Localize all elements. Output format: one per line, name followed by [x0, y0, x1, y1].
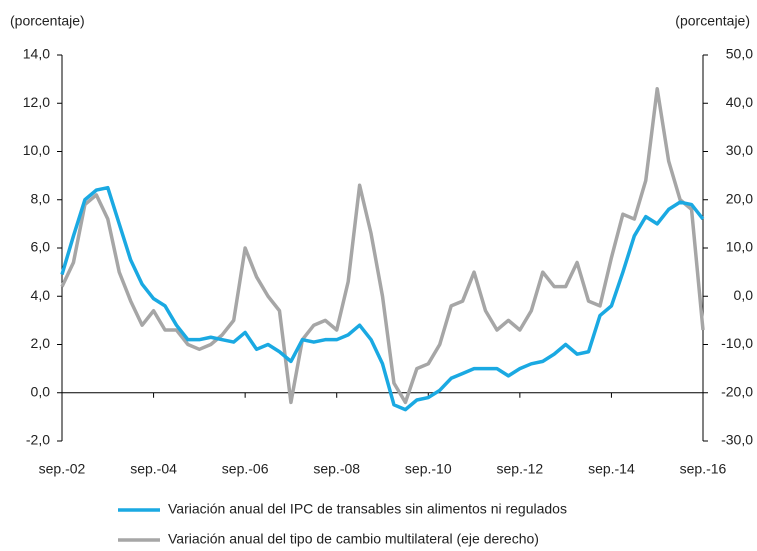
- y-tick-label: 2,0: [31, 335, 51, 351]
- y-tick-label: 6,0: [31, 239, 51, 255]
- y2-tick-label: -20,0: [721, 383, 753, 399]
- x-tick-label: sep.-12: [497, 461, 544, 477]
- y-axis-title: (porcentaje): [10, 13, 85, 29]
- x-tick-label: sep.-08: [313, 461, 360, 477]
- series-line: [60, 185, 705, 412]
- y2-tick-label: 40,0: [726, 94, 753, 110]
- x-tick-label: sep.-02: [39, 461, 86, 477]
- y2-tick-label: -10,0: [721, 335, 753, 351]
- y-tick-label: 4,0: [31, 287, 51, 303]
- legend-label: Variación anual del IPC de transables si…: [168, 501, 567, 517]
- y-tick-label: 8,0: [31, 190, 51, 206]
- x-tick-label: sep.-10: [405, 461, 452, 477]
- y2-axis-title: (porcentaje): [675, 13, 750, 29]
- x-tick-label: sep.-16: [680, 461, 727, 477]
- x-tick-label: sep.-14: [588, 461, 635, 477]
- y-tick-label: 0,0: [31, 383, 51, 399]
- y2-tick-label: 30,0: [726, 142, 753, 158]
- x-tick-label: sep.-06: [222, 461, 269, 477]
- y2-tick-label: -30,0: [721, 432, 753, 448]
- legend-label: Variación anual del tipo de cambio multi…: [168, 531, 539, 547]
- y-tick-label: -2,0: [26, 432, 50, 448]
- y-tick-label: 14,0: [23, 46, 50, 62]
- y2-tick-label: 0,0: [734, 287, 754, 303]
- y-tick-label: 10,0: [23, 142, 50, 158]
- x-tick-label: sep.-04: [130, 461, 177, 477]
- series-line: [60, 87, 705, 405]
- y2-tick-label: 20,0: [726, 190, 753, 206]
- y2-tick-label: 10,0: [726, 239, 753, 255]
- y-tick-label: 12,0: [23, 94, 50, 110]
- y2-tick-label: 50,0: [726, 46, 753, 62]
